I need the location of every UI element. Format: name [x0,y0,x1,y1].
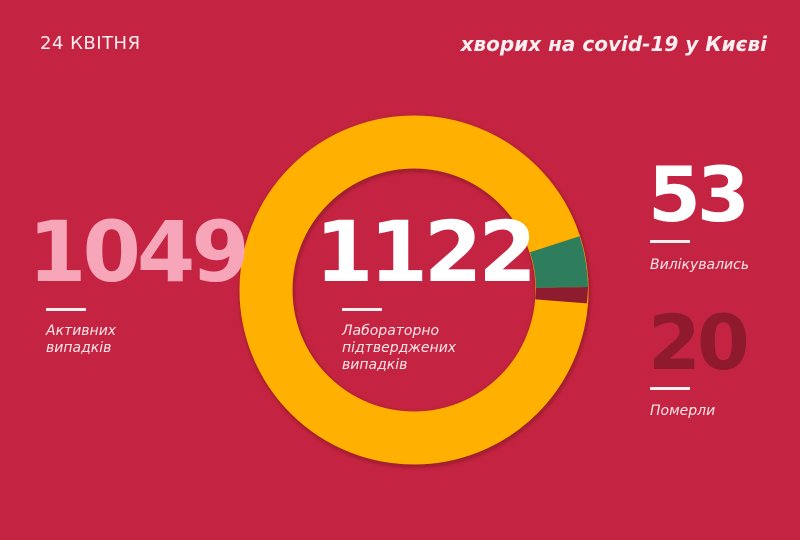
recovered-label: Вилікувались [650,257,750,273]
total-cases-label: Лабораторно підтверджених випадків [342,323,456,374]
divider [650,387,690,390]
active-label-line2: випадків [46,340,112,356]
total-label-line2: підтверджених [342,340,457,356]
total-label-line3: випадків [342,357,408,373]
active-label-line1: Активних [46,323,117,339]
donut-segment-recovered [530,236,588,288]
total-label-line1: Лабораторно [342,323,440,339]
deaths-label: Померли [650,403,716,419]
date-label: 24 КВІТНЯ [40,33,141,54]
divider [650,240,690,243]
recovered-number: 53 [648,150,750,239]
donut-segment-deaths [535,287,588,304]
divider [342,308,382,311]
page-title: хворих на covid-19 у Києві [460,32,767,56]
deaths-number: 20 [648,298,750,387]
divider [46,308,86,311]
active-cases-number: 1049 [28,203,250,301]
total-cases-number: 1122 [315,203,537,301]
active-cases-label: Активних випадків [46,323,116,357]
